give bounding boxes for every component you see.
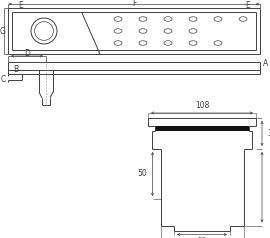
Text: 31: 31 [267,129,270,138]
Text: G: G [0,26,6,35]
Bar [155,126,249,131]
Text: B: B [13,64,18,74]
Text: E: E [19,0,23,10]
Text: F: F [132,0,136,9]
Text: A: A [263,59,268,68]
Text: D: D [24,49,30,58]
Text: 107.5: 107.5 [269,183,270,192]
Text: 108: 108 [195,101,209,110]
Text: C: C [0,75,6,84]
Text: 50: 50 [138,169,147,178]
Text: E: E [246,0,250,10]
